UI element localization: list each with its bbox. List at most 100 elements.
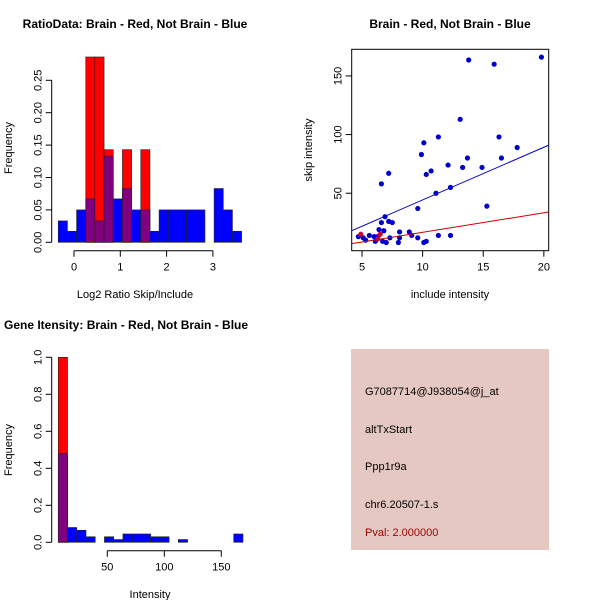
intensity-scatter: Brain - Red, Not Brain - Blue include in…: [303, 17, 550, 301]
bar-not-brain: [159, 536, 170, 543]
bar-not-brain: [67, 230, 77, 243]
y-tick-label: 150: [333, 67, 345, 85]
ratio-histogram-title: RatioData: Brain - Red, Not Brain - Blue: [23, 17, 248, 31]
ratio-histogram-ylabel: Frequency: [3, 122, 15, 174]
x-tick-label: 50: [101, 562, 113, 574]
y-tick-label: 100: [333, 125, 345, 143]
bar-not-brain: [76, 209, 87, 243]
point-not-brain: [378, 219, 385, 226]
point-not-brain: [514, 144, 520, 151]
x-tick-label: 3: [210, 262, 216, 274]
point-not-brain: [538, 54, 545, 60]
ratio-histogram-xlabel: Log2 Ratio Skip/Include: [77, 289, 193, 301]
x-tick-label: 100: [155, 562, 173, 574]
point-not-brain: [498, 155, 505, 161]
bar-not-brain: [233, 533, 244, 543]
y-tick-label: 0.05: [33, 199, 45, 220]
bar-not-brain: [57, 220, 68, 243]
gene-name: Ppp1r9a: [365, 461, 407, 473]
x-tick-label: 1: [117, 262, 123, 274]
scatter-title: Brain - Red, Not Brain - Blue: [369, 17, 531, 31]
point-not-brain: [428, 168, 434, 174]
bar-not-brain: [149, 230, 160, 243]
point-not-brain: [378, 181, 385, 187]
bar-not-brain: [186, 209, 197, 243]
bar-not-brain: [178, 539, 188, 543]
scatter-ylabel: skip intensity: [303, 118, 315, 181]
bar-not-brain: [67, 527, 78, 543]
x-tick-label: 10: [416, 262, 428, 274]
point-not-brain: [464, 155, 471, 161]
bar-overlap: [103, 155, 114, 243]
bar-brain: [94, 56, 105, 243]
point-not-brain: [496, 134, 502, 140]
bar-not-brain: [158, 209, 169, 243]
bar-not-brain: [195, 209, 206, 243]
point-not-brain: [435, 134, 441, 140]
bar-not-brain: [167, 209, 178, 243]
point-not-brain: [491, 61, 497, 67]
fit-line-brain: [351, 211, 549, 245]
bar-overlap: [94, 220, 105, 243]
x-tick-label: 5: [359, 262, 365, 274]
bar-not-brain: [85, 536, 96, 543]
bar-not-brain: [232, 230, 242, 243]
y-tick-label: 50: [333, 187, 345, 199]
bar-not-brain: [131, 533, 142, 543]
point-not-brain: [484, 203, 490, 209]
point-not-brain: [457, 116, 463, 122]
genomic-location: chr6.20507-1.s: [365, 499, 439, 511]
gene-intensity-title: Gene Itensity: Brain - Red, Not Brain - …: [4, 318, 248, 332]
y-tick-label: 0.10: [33, 167, 45, 188]
point-not-brain: [418, 151, 425, 158]
x-tick-label: 20: [538, 262, 550, 274]
x-tick-label: 0: [71, 262, 77, 274]
point-not-brain: [383, 239, 389, 246]
point-not-brain: [395, 239, 401, 246]
point-not-brain: [423, 171, 429, 178]
bar-not-brain: [213, 188, 224, 243]
probe-info-panel: G7087714@J938054@j_at altTxStart Ppp1r9a…: [351, 349, 549, 550]
y-tick-label: 0.20: [33, 102, 45, 123]
y-tick-label: 0.0: [33, 535, 45, 550]
bar-overlap: [57, 453, 68, 543]
y-tick-label: 1.0: [33, 350, 45, 365]
y-tick-label: 0.00: [33, 232, 45, 253]
scatter-plot-box: [351, 48, 550, 252]
y-tick-label: 0.25: [33, 70, 45, 91]
point-not-brain: [386, 170, 392, 176]
probe-id: G7087714@J938054@j_at: [365, 386, 499, 398]
bar-not-brain: [122, 533, 133, 543]
x-tick-label: 2: [164, 262, 170, 274]
bar-overlap: [122, 188, 132, 243]
y-tick-label: 0.2: [33, 498, 45, 513]
fit-line-not-brain: [351, 144, 549, 232]
point-not-brain: [376, 226, 382, 233]
point-brain: [358, 231, 364, 237]
bar-not-brain: [76, 529, 87, 543]
event-type: altTxStart: [365, 424, 413, 436]
y-tick-label: 0.4: [33, 461, 45, 476]
bar-not-brain: [222, 209, 233, 243]
gene-intensity-histogram: Gene Itensity: Brain - Red, Not Brain - …: [3, 318, 248, 600]
bar-not-brain: [141, 533, 151, 543]
x-tick-label: 15: [477, 262, 489, 274]
point-not-brain: [445, 162, 451, 168]
ratio-histogram: RatioData: Brain - Red, Not Brain - Blue…: [3, 17, 248, 301]
bar-not-brain: [113, 539, 124, 543]
bar-not-brain: [112, 198, 123, 243]
point-not-brain: [366, 232, 372, 239]
bar-overlap: [140, 209, 151, 243]
point-not-brain: [421, 140, 427, 146]
y-tick-label: 0.15: [33, 134, 45, 155]
point-not-brain: [435, 232, 441, 239]
bar-overlap: [85, 198, 96, 243]
point-not-brain: [466, 57, 472, 63]
gene-intensity-xlabel: Intensity: [130, 589, 171, 600]
p-value: Pval: 2.000000: [365, 527, 439, 539]
point-not-brain: [389, 219, 395, 226]
point-brain: [375, 236, 381, 242]
bar-not-brain: [104, 536, 114, 543]
x-tick-label: 150: [212, 562, 230, 574]
